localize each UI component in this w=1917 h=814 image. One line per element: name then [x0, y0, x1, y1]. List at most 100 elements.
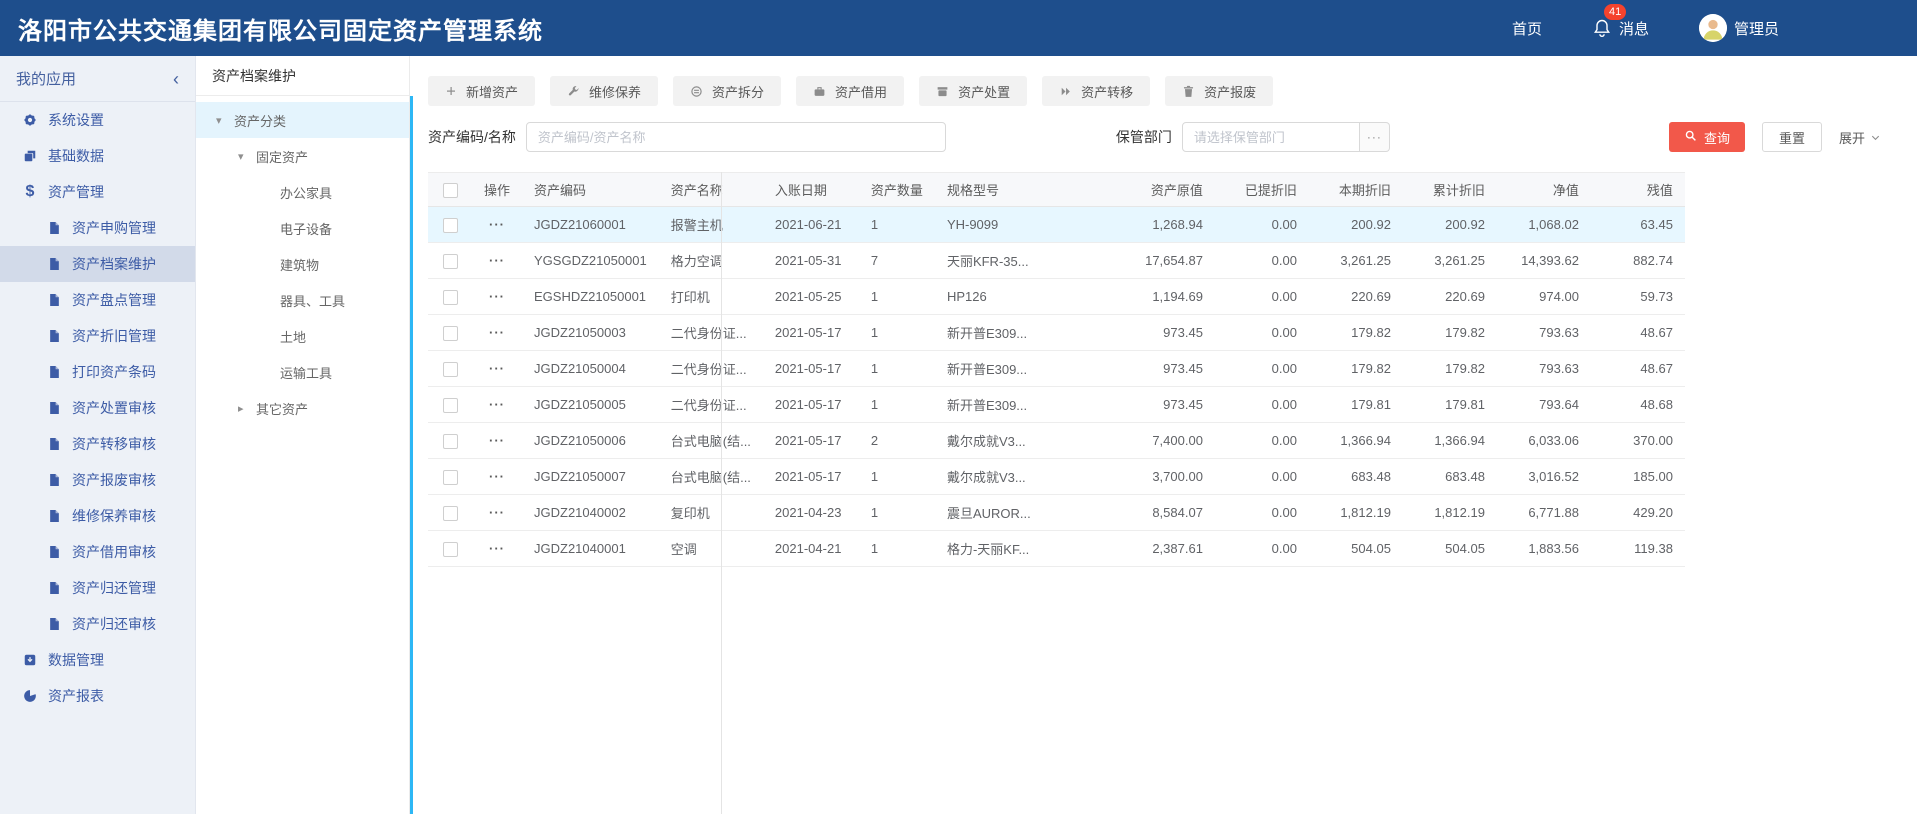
row-checkbox[interactable]: [442, 325, 458, 341]
table-row[interactable]: ··· JGDZ21050007 台式电脑(结... 2021-05-17 1 戴尔成就V…: [428, 458, 1685, 495]
row-actions-menu[interactable]: ···: [489, 361, 505, 376]
tree-node-土地[interactable]: 土地: [196, 318, 409, 354]
dept-input[interactable]: [1181, 122, 1360, 152]
row-actions-menu[interactable]: ···: [489, 433, 505, 448]
expand-toggle[interactable]: 展开: [1839, 128, 1881, 147]
sidebar-item-资产归还审核[interactable]: 资产归还审核: [0, 606, 195, 642]
caret-down-icon[interactable]: ▾: [216, 114, 222, 127]
filter-actions: 查询 重置 展开: [1668, 122, 1881, 152]
tree-node-资产分类[interactable]: ▾ 资产分类: [196, 102, 409, 138]
table-row[interactable]: ··· JGDZ21040002 复印机 2021-04-23 1 震旦AUROR... 8…: [428, 494, 1685, 531]
sidebar-item-基础数据[interactable]: 基础数据: [0, 138, 195, 174]
tree-node-办公家具[interactable]: 办公家具: [196, 174, 409, 210]
toolbar-button-维修保养[interactable]: 维修保养: [550, 76, 659, 106]
row-actions-menu[interactable]: ···: [489, 541, 505, 556]
sidebar-item-资产归还管理[interactable]: 资产归还管理: [0, 570, 195, 606]
sidebar-item-资产借用审核[interactable]: 资产借用审核: [0, 534, 195, 570]
sidebar-item-资产折旧管理[interactable]: 资产折旧管理: [0, 318, 195, 354]
select-all-checkbox[interactable]: [442, 182, 458, 198]
column-header-规格型号: 规格型号: [934, 172, 1075, 207]
sidebar-item-资产档案维护[interactable]: 资产档案维护: [0, 246, 195, 282]
nav-messages[interactable]: 41 消息: [1592, 3, 1649, 39]
cell-asset-name: 台式电脑(结...: [658, 422, 763, 459]
table-row[interactable]: ··· YGSGDZ21050001 格力空调 2021-05-31 7 天丽KFR-35…: [428, 242, 1685, 279]
sidebar-item-资产管理[interactable]: $ 资产管理: [0, 174, 195, 210]
toolbar-button-资产拆分[interactable]: 资产拆分: [673, 76, 782, 106]
tree-panel-title: 资产档案维护: [196, 56, 409, 96]
tree-node-建筑物[interactable]: 建筑物: [196, 246, 409, 282]
table-row[interactable]: ··· JGDZ21050005 二代身份证... 2021-05-17 1 新开普E30…: [428, 386, 1685, 423]
caret-down-icon[interactable]: ▾: [238, 150, 244, 163]
row-actions-menu[interactable]: ···: [489, 469, 505, 484]
row-actions-menu[interactable]: ···: [489, 505, 505, 520]
layers-icon: [22, 148, 38, 164]
sidebar-item-资产报表[interactable]: 资产报表: [0, 678, 195, 714]
sidebar-item-打印资产条码[interactable]: 打印资产条码: [0, 354, 195, 390]
sidebar-item-数据管理[interactable]: 数据管理: [0, 642, 195, 678]
row-actions-cell: ···: [472, 458, 523, 495]
row-actions-menu[interactable]: ···: [489, 217, 505, 232]
cell-spec-model: 新开普E309...: [934, 386, 1075, 423]
table-row[interactable]: ··· JGDZ21060001 报警主机 2021-06-21 1 YH-9099 1,2…: [428, 206, 1685, 243]
tree-node-其它资产[interactable]: ▸ 其它资产: [196, 390, 409, 426]
row-actions-menu[interactable]: ···: [489, 253, 505, 268]
query-button[interactable]: 查询: [1668, 122, 1745, 152]
nav-user-label: 管理员: [1733, 20, 1779, 38]
toolbar-button-资产转移[interactable]: 资产转移: [1042, 76, 1151, 106]
row-actions-menu[interactable]: ···: [489, 325, 505, 340]
tree-node-运输工具[interactable]: 运输工具: [196, 354, 409, 390]
row-checkbox[interactable]: [442, 505, 458, 521]
message-count-badge: 41: [1602, 3, 1628, 21]
caret-right-icon[interactable]: ▸: [238, 402, 244, 415]
row-checkbox[interactable]: [442, 361, 458, 377]
tree-node-label: 运输工具: [280, 365, 333, 381]
tree-node-电子设备[interactable]: 电子设备: [196, 210, 409, 246]
row-checkbox-cell: [428, 278, 472, 315]
cell-period-depreciation: 504.05: [1308, 530, 1403, 567]
table-row[interactable]: ··· JGDZ21050006 台式电脑(结... 2021-05-17 2 戴尔成就V…: [428, 422, 1685, 459]
tree-node-固定资产[interactable]: ▾ 固定资产: [196, 138, 409, 174]
table-row[interactable]: ··· JGDZ21050004 二代身份证... 2021-05-17 1 新开普E30…: [428, 350, 1685, 387]
row-checkbox[interactable]: [442, 217, 458, 233]
table-body: ··· JGDZ21060001 报警主机 2021-06-21 1 YH-9099 1,2…: [428, 206, 1685, 567]
sidebar-item-资产盘点管理[interactable]: 资产盘点管理: [0, 282, 195, 318]
panel-splitter[interactable]: [410, 96, 413, 814]
tree-node-器具、工具[interactable]: 器具、工具: [196, 282, 409, 318]
column-header-资产数量: 资产数量: [858, 172, 935, 207]
row-checkbox[interactable]: [442, 469, 458, 485]
toolbar-button-资产借用[interactable]: 资产借用: [796, 76, 905, 106]
reset-button[interactable]: 重置: [1761, 122, 1822, 152]
row-checkbox[interactable]: [442, 397, 458, 413]
transfer-icon: [1059, 85, 1072, 98]
header-nav: 首页 41 消息: [1512, 3, 1899, 42]
table-row[interactable]: ··· JGDZ21040001 空调 2021-04-21 1 格力-天丽KF... 2,…: [428, 530, 1685, 567]
sidebar-item-系统设置[interactable]: 系统设置: [0, 102, 195, 138]
sidebar-item-资产申购管理[interactable]: 资产申购管理: [0, 210, 195, 246]
cell-quantity: 1: [858, 206, 935, 243]
sidebar-item-资产转移审核[interactable]: 资产转移审核: [0, 426, 195, 462]
nav-home[interactable]: 首页: [1512, 18, 1542, 39]
collapse-sidebar-icon[interactable]: ‹: [173, 68, 179, 89]
row-checkbox[interactable]: [442, 253, 458, 269]
toolbar-button-资产处置[interactable]: 资产处置: [919, 76, 1028, 106]
row-checkbox[interactable]: [442, 433, 458, 449]
row-checkbox[interactable]: [442, 541, 458, 557]
cell-net-value: 793.63: [1496, 350, 1591, 387]
sidebar-item-维修保养审核[interactable]: 维修保养审核: [0, 498, 195, 534]
dept-picker-button[interactable]: ···: [1359, 122, 1390, 152]
top-header: 洛阳市公共交通集团有限公司固定资产管理系统 首页 41 消息: [0, 0, 1917, 56]
row-actions-menu[interactable]: ···: [489, 397, 505, 412]
sidebar-item-资产报废审核[interactable]: 资产报废审核: [0, 462, 195, 498]
sidebar-item-label: 资产归还管理: [72, 580, 156, 596]
table-row[interactable]: ··· JGDZ21050003 二代身份证... 2021-05-17 1 新开普E30…: [428, 314, 1685, 351]
toolbar-button-资产报废[interactable]: 资产报废: [1165, 76, 1274, 106]
table-row[interactable]: ··· EGSHDZ21050001 打印机 2021-05-25 1 HP126 1,19…: [428, 278, 1685, 315]
sidebar-item-资产处置审核[interactable]: 资产处置审核: [0, 390, 195, 426]
nav-messages-label: 消息: [1618, 20, 1649, 38]
nav-user[interactable]: 管理员: [1698, 14, 1779, 42]
toolbar-button-新增资产[interactable]: 新增资产: [428, 76, 536, 106]
row-actions-menu[interactable]: ···: [489, 289, 505, 304]
sidebar-title: 我的应用: [16, 71, 77, 88]
row-checkbox[interactable]: [442, 289, 458, 305]
asset-code-input[interactable]: [525, 122, 946, 152]
